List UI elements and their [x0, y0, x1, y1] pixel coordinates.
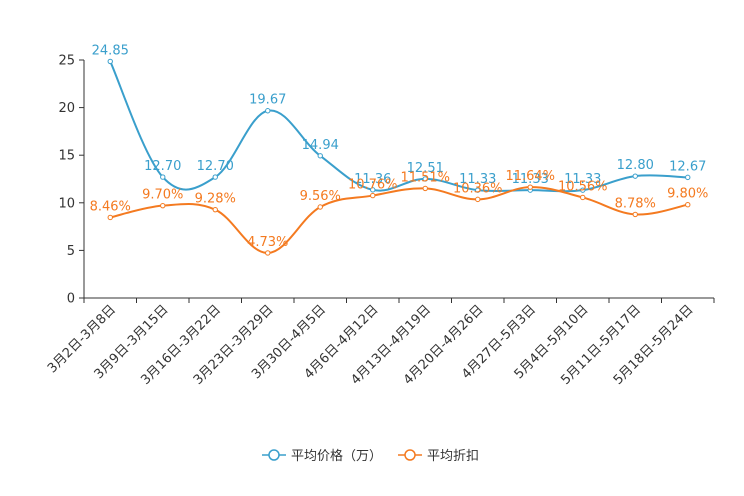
data-label: 11.33 [459, 172, 496, 187]
y-tick-label: 25 [58, 54, 75, 69]
legend-swatch-marker [268, 449, 280, 461]
data-point[interactable] [370, 192, 376, 199]
series-layer: 24.85 12.70 12.70 19.67 14.94 11.36 12.51 11.33… [90, 43, 708, 256]
data-label: 11.33 [512, 172, 549, 187]
legend-item-2[interactable]: 平均折扣 [398, 449, 479, 464]
y-tick-label: 15 [58, 149, 75, 164]
data-label: 10.76% [348, 178, 398, 193]
data-point[interactable] [317, 153, 323, 159]
data-label: 10.36% [453, 181, 503, 196]
x-axis: 3月2日-3月8日3月9日-3月15日3月16日-3月22日3月23日-3月29… [45, 297, 715, 388]
data-point[interactable] [422, 176, 428, 182]
data-point[interactable] [317, 204, 323, 210]
data-label: 19.67 [249, 93, 286, 108]
data-point[interactable] [212, 206, 218, 213]
y-tick-label: 0 [67, 292, 75, 307]
data-label: 11.36 [354, 172, 391, 187]
data-point[interactable] [632, 173, 638, 179]
data-label: 12.51 [407, 161, 444, 176]
data-label: 24.85 [92, 43, 129, 58]
data-label: 9.56% [300, 189, 341, 204]
data-label: 11.33 [564, 172, 601, 187]
data-label: 9.80% [667, 187, 708, 202]
data-point[interactable] [212, 174, 218, 180]
data-label: 8.78% [615, 196, 656, 211]
data-point[interactable] [107, 58, 113, 65]
y-tick-label: 5 [67, 244, 75, 259]
data-label: 12.80 [617, 158, 654, 173]
data-point[interactable] [370, 187, 376, 193]
legend[interactable]: 平均价格（万） 平均折扣 [262, 448, 479, 464]
series-2: 8.46%9.70% 9.28%4.73%9.56%10.76% 11.51%10.… [90, 169, 708, 256]
y-tick-label: 20 [58, 101, 75, 116]
data-point[interactable] [422, 185, 428, 192]
data-label: 14.94 [302, 138, 339, 153]
data-label: 12.67 [669, 159, 706, 174]
data-point[interactable] [265, 250, 271, 256]
data-point[interactable] [160, 202, 166, 209]
data-point[interactable] [475, 196, 481, 203]
data-label: 12.70 [197, 159, 234, 174]
data-label: 11.64% [505, 169, 555, 184]
data-point[interactable] [160, 174, 166, 180]
data-label: 10.56% [558, 179, 608, 194]
data-point[interactable] [580, 194, 586, 201]
data-point[interactable] [580, 187, 586, 193]
series-1: 24.85 12.70 12.70 19.67 14.94 11.36 12.51 11.33… [92, 43, 706, 193]
data-label: 8.46% [90, 199, 131, 214]
legend-label: 平均价格（万） [291, 448, 382, 464]
data-point[interactable] [475, 187, 481, 193]
data-label: 12.70 [144, 159, 181, 174]
data-label: 4.73% [247, 235, 288, 250]
data-label: 9.28% [195, 192, 236, 207]
data-label: 9.70% [142, 188, 183, 203]
data-label: 11.51% [400, 170, 450, 185]
y-tick-label: 10 [58, 196, 75, 211]
legend-label: 平均折扣 [427, 449, 479, 464]
legend-swatch-marker [404, 449, 416, 461]
data-point[interactable] [527, 184, 533, 190]
data-point[interactable] [632, 211, 638, 218]
legend-item-1[interactable]: 平均价格（万） [262, 448, 382, 464]
y-axis: 0 5 10 15 20 25 [58, 54, 85, 307]
data-point[interactable] [265, 108, 271, 114]
data-point[interactable] [685, 174, 691, 181]
data-point[interactable] [107, 214, 113, 221]
data-point[interactable] [685, 202, 691, 208]
